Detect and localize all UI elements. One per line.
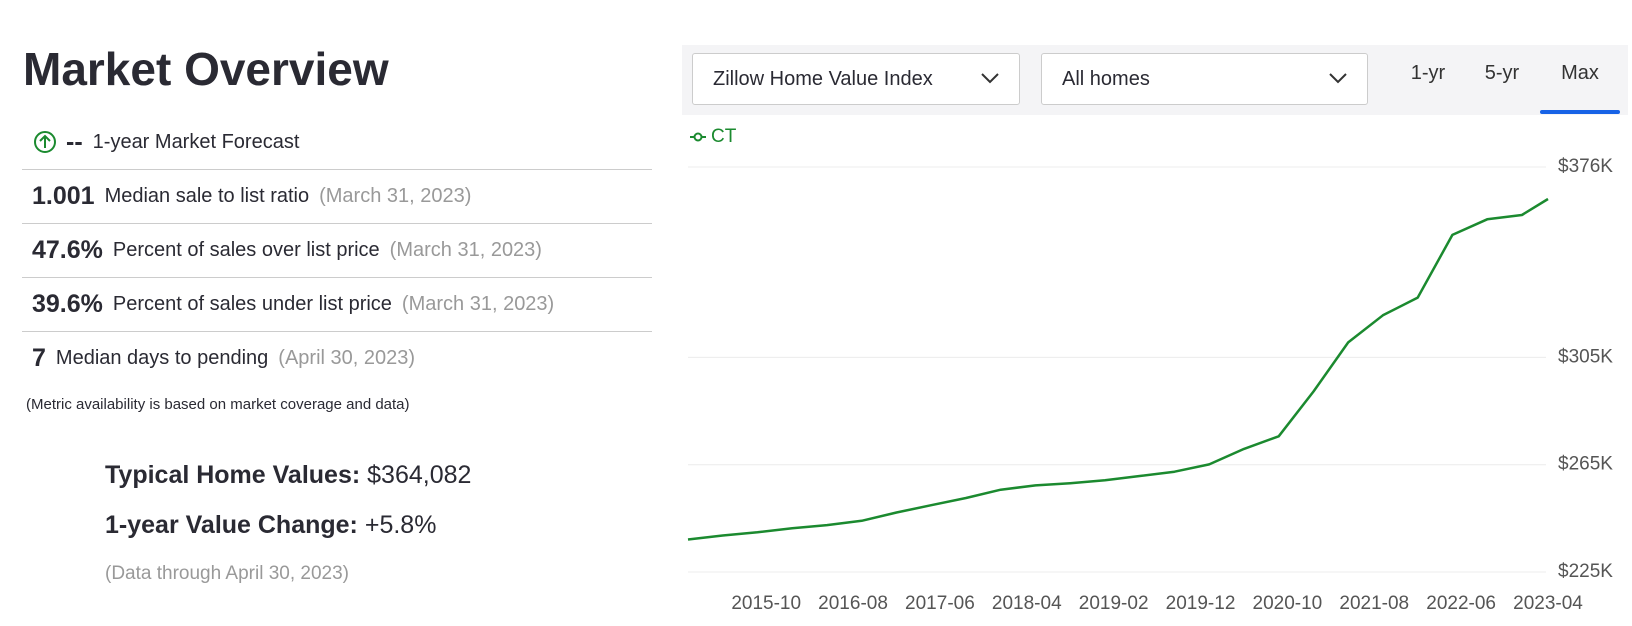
select-text: All homes [1062, 67, 1150, 90]
metric-date: (March 31, 2023) [319, 184, 472, 207]
metric-date: (March 31, 2023) [401, 292, 555, 315]
data-line [687, 197, 1549, 541]
y-tick-label: $265K [1558, 454, 1613, 475]
chevron [981, 73, 999, 84]
legend-label: CT [711, 126, 737, 147]
metric-row: 39.6% Percent of sales under list price … [22, 277, 652, 332]
summary-label: Typical Home Values: [105, 461, 361, 489]
x-tick-label: 2019-12 [1166, 593, 1236, 614]
summary-line: 1-year Value Change: +5.8% [105, 511, 436, 540]
summary-value: +5.8% [364, 511, 437, 539]
home-select[interactable]: All homes [1041, 53, 1368, 105]
x-tick-label: 2022-06 [1426, 593, 1496, 614]
metric-date: (March 31, 2023) [389, 238, 542, 261]
metric-row: 7 Median days to pending (April 30, 2023… [22, 331, 652, 385]
summary-line: Typical Home Values: $364,082 [105, 461, 471, 490]
active-underline [1540, 110, 1620, 114]
y-tick-label: $305K [1558, 346, 1613, 367]
x-tick-label: 2020-10 [1253, 593, 1323, 614]
legend-marker [693, 132, 703, 142]
metric-value: 7 [32, 343, 46, 372]
metric-date: (April 30, 2023) [278, 346, 416, 369]
x-tick-label: 2018-04 [992, 593, 1062, 614]
range-tab[interactable]: 1-yr [1410, 62, 1446, 84]
index-select[interactable]: Zillow Home Value Index [692, 53, 1020, 105]
x-tick-label: 2023-04 [1513, 593, 1583, 614]
metric-row: -- 1-year Market Forecast [22, 115, 652, 170]
chevron [1329, 73, 1347, 84]
x-tick-label: 2016-08 [818, 593, 888, 614]
summary-label: 1-year Value Change: [105, 511, 358, 539]
x-tick-label: 2017-06 [905, 593, 975, 614]
x-tick-label: 2015-10 [731, 593, 801, 614]
x-tick-label: 2021-08 [1339, 593, 1409, 614]
note: (Metric availability is based on market … [26, 396, 410, 413]
select-text: Zillow Home Value Index [713, 67, 933, 90]
metric-value: 1.001 [32, 181, 95, 210]
x-tick-label: 2019-02 [1079, 593, 1149, 614]
metric-row: 47.6% Percent of sales over list price (… [22, 223, 652, 278]
metric-value: -- [66, 127, 83, 156]
metric-label: Median days to pending [55, 346, 269, 369]
metric-value: 47.6% [32, 235, 103, 264]
metric-label: 1-year Market Forecast [92, 130, 300, 153]
y-tick-label: $376K [1558, 156, 1613, 177]
y-tick-label: $225K [1558, 561, 1613, 582]
range-tab[interactable]: Max [1561, 62, 1599, 84]
page-title: Market Overview [23, 43, 389, 95]
data-through: (Data through April 30, 2023) [105, 563, 349, 584]
range-tab[interactable]: 5-yr [1484, 62, 1520, 84]
metric-row: 1.001 Median sale to list ratio (March 3… [22, 169, 652, 224]
metric-label: Percent of sales over list price [112, 238, 380, 261]
metric-value: 39.6% [32, 289, 103, 318]
summary-value: $364,082 [367, 461, 472, 489]
metric-label: Median sale to list ratio [104, 184, 310, 207]
up-icon [34, 131, 56, 153]
metric-label: Percent of sales under list price [112, 292, 392, 315]
